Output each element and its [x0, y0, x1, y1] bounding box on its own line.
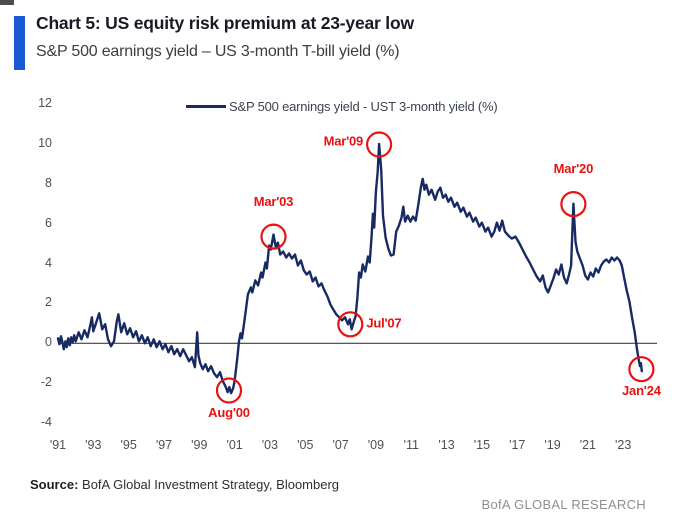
x-axis-label: '15	[473, 438, 491, 452]
legend-label: S&P 500 earnings yield - UST 3-month yie…	[229, 99, 498, 114]
chart-subtitle: S&P 500 earnings yield – US 3-month T-bi…	[36, 43, 400, 60]
x-axis-label: '13	[438, 438, 455, 452]
annotation-label-mar03: Mar'03	[253, 193, 294, 209]
x-axis-label: '23	[615, 438, 632, 452]
y-axis-label: -2	[40, 375, 52, 390]
x-axis-label: '19	[544, 438, 561, 452]
source-note: Source: BofA Global Investment Strategy,…	[30, 477, 339, 492]
annotation-circle-jan24	[628, 356, 655, 383]
y-axis-label: 0	[45, 335, 52, 350]
y-axis-label: 4	[45, 255, 52, 270]
x-axis-label: '03	[261, 438, 279, 452]
y-axis-label: 6	[45, 215, 52, 230]
x-axis-label: '97	[155, 438, 173, 452]
corner-crop-artifact	[0, 0, 14, 5]
brand-mark: BofA GLOBAL RESEARCH	[481, 497, 646, 512]
chart-title: Chart 5: US equity risk premium at 23-ye…	[36, 13, 414, 33]
x-axis-label: '01	[226, 438, 243, 452]
x-axis-label: '91	[49, 438, 67, 452]
legend: S&P 500 earnings yield - UST 3-month yie…	[186, 99, 498, 114]
x-axis-label: '99	[191, 438, 208, 452]
annotation-label-mar09: Mar'09	[323, 133, 364, 149]
x-axis-label: '21	[579, 438, 597, 452]
x-axis-label: '17	[509, 438, 526, 452]
annotation-circle-jul07	[337, 311, 364, 338]
legend-line-swatch	[186, 105, 226, 108]
annotation-circle-mar20	[560, 191, 587, 218]
x-axis-label: '93	[85, 438, 102, 452]
annotation-circle-mar09	[366, 131, 393, 158]
y-axis-label: 2	[45, 295, 52, 310]
source-text: BofA Global Investment Strategy, Bloombe…	[78, 477, 340, 492]
annotation-label-jul07: Jul'07	[366, 315, 402, 331]
y-axis-label: -4	[40, 415, 52, 429]
annotation-label-jan24: Jan'24	[622, 383, 661, 399]
y-axis-label: 12	[38, 96, 52, 110]
x-axis-label: '11	[403, 438, 419, 452]
x-axis-label: '05	[297, 438, 314, 452]
y-axis-label: 8	[45, 175, 52, 190]
erp-line-series	[56, 142, 643, 395]
source-label: Source:	[30, 477, 79, 492]
annotation-label-aug00: Aug'00	[208, 404, 250, 420]
x-axis-label: '09	[367, 438, 385, 452]
annotation-label-mar20: Mar'20	[553, 161, 594, 177]
x-axis-label: '07	[332, 438, 349, 452]
annotation-circle-mar03	[260, 223, 287, 250]
annotation-circle-aug00	[215, 377, 243, 404]
x-axis-label: '95	[120, 438, 137, 452]
title-accent-bar	[14, 16, 25, 70]
y-axis-label: 10	[38, 135, 52, 150]
